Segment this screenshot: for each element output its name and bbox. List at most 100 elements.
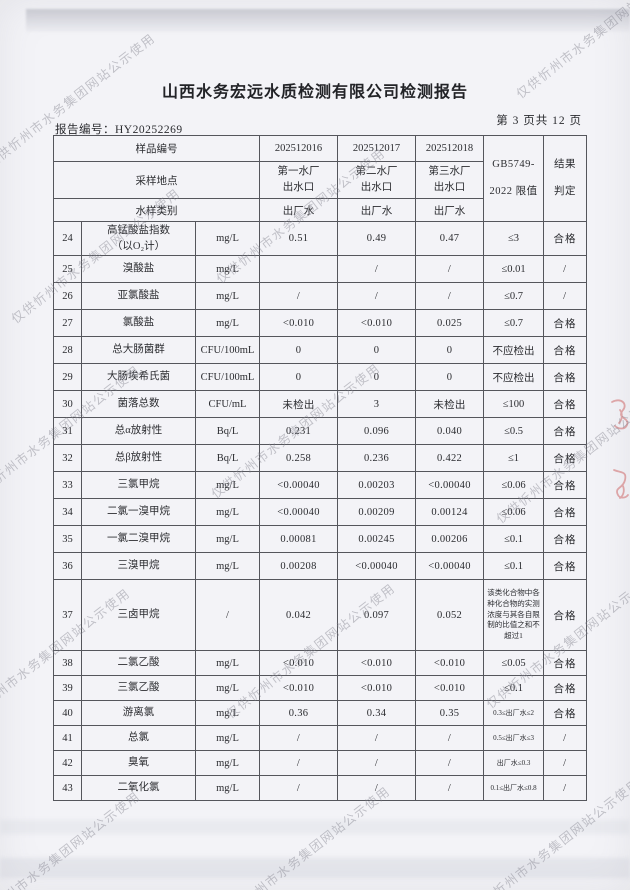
cell-num: 33 xyxy=(53,471,82,499)
header-water-type-label: 水样类别 xyxy=(52,198,261,222)
cell-unit: mg/L xyxy=(194,725,261,751)
cell-num: 27 xyxy=(53,309,82,337)
cell-unit: Bq/L xyxy=(194,444,261,472)
header-sample-id-label: 样品编号 xyxy=(52,135,261,162)
cell-unit: mg/L xyxy=(194,255,261,283)
cell-num: 31 xyxy=(53,417,82,445)
cell-unit: mg/L xyxy=(194,309,261,337)
cell-num: 38 xyxy=(53,650,82,676)
table-row: 30 菌落总数 CFU/mL 未检出 3 未检出 ≤100 合格 xyxy=(53,390,588,418)
cell-limit: ≤0.06 xyxy=(483,471,545,499)
cell-num: 43 xyxy=(53,775,82,801)
cell-result: 合格 xyxy=(543,336,588,364)
cell-unit: mg/L xyxy=(194,525,261,553)
table-row: 29 大肠埃希氏菌 CFU/100mL 0 0 0 不应检出 合格 xyxy=(53,363,588,391)
cell-name: 二氯一溴甲烷 xyxy=(81,498,196,526)
cell-v3: 0.47 xyxy=(415,221,485,256)
cell-v3: 0.00124 xyxy=(415,498,485,526)
cell-v1: 0.00081 xyxy=(259,525,339,553)
cell-v1: <0.00040 xyxy=(259,471,339,499)
table-row: 25 溴酸盐 mg/L / / ≤0.01/ xyxy=(53,255,588,283)
cell-v1: 0.36 xyxy=(259,700,339,726)
cell-num: 40 xyxy=(53,700,82,726)
cell-num: 26 xyxy=(53,282,82,310)
cell-name: 高锰酸盐指数 （以O₂计） xyxy=(81,221,196,256)
cell-v1: 0.231 xyxy=(259,417,339,445)
table-row: 38 二氯乙酸 mg/L <0.010 <0.010 <0.010 ≤0.05 合格 xyxy=(53,650,588,676)
cell-name: 游离氯 xyxy=(81,700,196,726)
scan-artifact-bottom xyxy=(0,858,630,878)
cell-result: 合格 xyxy=(543,552,588,580)
cell-limit: ≤0.1 xyxy=(483,675,545,701)
table-row: 27 氯酸盐 mg/L <0.010 <0.010 0.025 ≤0.7 合格 xyxy=(53,309,588,337)
cell-v3: 0.35 xyxy=(415,700,485,726)
cell-num: 39 xyxy=(53,675,82,701)
cell-v1: / xyxy=(259,725,339,751)
cell-num: 41 xyxy=(53,725,82,751)
cell-unit: CFU/100mL xyxy=(194,336,261,364)
cell-limit: ≤0.7 xyxy=(483,309,545,337)
header-sample-id-2: 202512017 xyxy=(337,135,417,162)
cell-num: 35 xyxy=(53,525,82,553)
cell-limit: ≤0.5 xyxy=(483,417,545,445)
cell-num: 28 xyxy=(53,336,82,364)
cell-name: 氯酸盐 xyxy=(81,309,196,337)
scan-artifact-top xyxy=(26,9,630,32)
cell-limit: ≤0.1 xyxy=(483,525,545,553)
cell-result: 合格 xyxy=(543,498,588,526)
cell-limit: ≤3 xyxy=(483,221,545,256)
cell-v3: / xyxy=(415,725,485,751)
header-sample-id-3: 202512018 xyxy=(415,135,485,162)
cell-result: 合格 xyxy=(543,417,588,445)
header-location-label: 采样地点 xyxy=(52,161,261,199)
cell-v2: <0.00040 xyxy=(337,552,417,580)
cell-v3: 0.052 xyxy=(415,579,485,651)
cell-name: 总大肠菌群 xyxy=(81,336,196,364)
cell-v1: / xyxy=(259,775,339,801)
cell-v1: 未检出 xyxy=(259,390,339,418)
header-water-type-3: 出厂水 xyxy=(415,198,485,222)
cell-unit: mg/L xyxy=(194,775,261,801)
table-row: 43 二氧化氯 mg/L / //0.1≤出厂水≤0.8/ xyxy=(53,775,588,801)
cell-v3: <0.010 xyxy=(415,675,485,701)
cell-v2: 0.097 xyxy=(337,579,417,651)
cell-v2: / xyxy=(337,725,417,751)
cell-num: 24 xyxy=(53,221,82,256)
header-water-type-2: 出厂水 xyxy=(337,198,417,222)
cell-result: / xyxy=(543,255,588,283)
table-row: 24 高锰酸盐指数 （以O₂计） mg/L 0.51 0.49 0.47 ≤3 合格 xyxy=(53,221,588,256)
cell-v2: 0.34 xyxy=(337,700,417,726)
cell-unit: / xyxy=(194,579,261,651)
page-indicator: 第 3 页共 12 页 xyxy=(496,115,582,127)
table-row: 34 二氯一溴甲烷 mg/L <0.00040 0.00209 0.00124 ≤0.06 合… xyxy=(53,498,588,526)
cell-num: 32 xyxy=(53,444,82,472)
cell-v2: 0 xyxy=(337,336,417,364)
cell-name: 臭氧 xyxy=(81,750,196,776)
cell-v2: / xyxy=(337,775,417,801)
cell-name: 总氯 xyxy=(81,725,196,751)
cell-v2: 0.00203 xyxy=(337,471,417,499)
cell-v3: 0.422 xyxy=(415,444,485,472)
cell-result: 合格 xyxy=(543,579,588,651)
cell-v3: <0.010 xyxy=(415,650,485,676)
red-seal-fragment xyxy=(611,399,629,499)
cell-v2: 0.096 xyxy=(337,417,417,445)
cell-unit: mg/L xyxy=(194,750,261,776)
header-location-3: 第三水厂 出水口 xyxy=(415,161,485,199)
cell-v1: <0.00040 xyxy=(259,498,339,526)
cell-name: 总β放射性 xyxy=(81,444,196,472)
cell-v1: / xyxy=(259,282,339,310)
cell-unit: Bq/L xyxy=(194,417,261,445)
cell-v1: <0.010 xyxy=(259,309,339,337)
cell-limit: 0.3≤出厂水≤2 xyxy=(483,700,545,726)
cell-unit: mg/L xyxy=(194,498,261,526)
cell-name: 二氯乙酸 xyxy=(81,650,196,676)
cell-result: 合格 xyxy=(543,390,588,418)
scan-artifact-mid xyxy=(0,820,630,834)
table-row: 40 游离氯 mg/L 0.36 0.34 0.35 0.3≤出厂水≤2 合格 xyxy=(53,700,588,726)
cell-num: 34 xyxy=(53,498,82,526)
table-row: 26 亚氯酸盐 mg/L / / / ≤0.7/ xyxy=(53,282,588,310)
cell-unit: mg/L xyxy=(194,282,261,310)
cell-name: 三氯甲烷 xyxy=(81,471,196,499)
cell-limit: 0.1≤出厂水≤0.8 xyxy=(483,775,545,801)
